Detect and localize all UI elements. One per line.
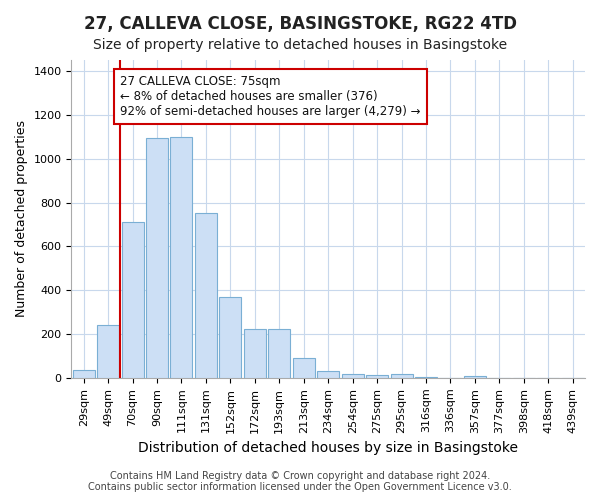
Bar xyxy=(244,328,266,378)
X-axis label: Distribution of detached houses by size in Basingstoke: Distribution of detached houses by size … xyxy=(138,441,518,455)
Bar xyxy=(146,138,168,378)
Bar xyxy=(122,222,143,378)
Text: Size of property relative to detached houses in Basingstoke: Size of property relative to detached ho… xyxy=(93,38,507,52)
Bar xyxy=(97,326,119,378)
Bar xyxy=(293,358,315,378)
Bar xyxy=(268,328,290,378)
Bar xyxy=(73,370,95,378)
Bar xyxy=(391,374,413,378)
Bar xyxy=(195,214,217,378)
Bar xyxy=(366,374,388,378)
Text: 27, CALLEVA CLOSE, BASINGSTOKE, RG22 4TD: 27, CALLEVA CLOSE, BASINGSTOKE, RG22 4TD xyxy=(83,15,517,33)
Y-axis label: Number of detached properties: Number of detached properties xyxy=(15,120,28,318)
Bar xyxy=(415,377,437,378)
Bar xyxy=(464,376,486,378)
Bar xyxy=(317,372,339,378)
Bar xyxy=(170,136,193,378)
Bar xyxy=(220,297,241,378)
Text: 27 CALLEVA CLOSE: 75sqm
← 8% of detached houses are smaller (376)
92% of semi-de: 27 CALLEVA CLOSE: 75sqm ← 8% of detached… xyxy=(121,76,421,118)
Bar xyxy=(341,374,364,378)
Text: Contains HM Land Registry data © Crown copyright and database right 2024.
Contai: Contains HM Land Registry data © Crown c… xyxy=(88,471,512,492)
